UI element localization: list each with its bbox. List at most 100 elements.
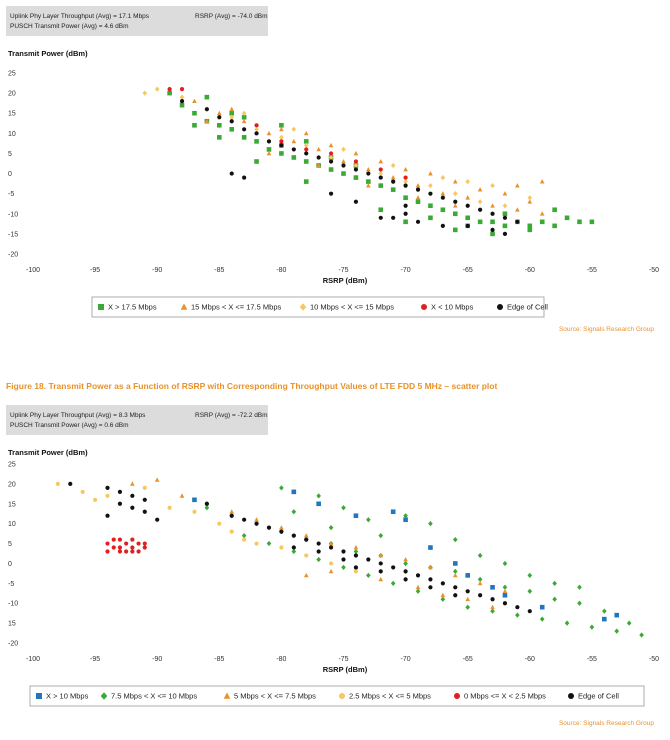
x-tick-label: -50 — [649, 267, 659, 274]
data-point — [303, 533, 309, 538]
data-point — [111, 545, 116, 550]
series-1 — [167, 90, 595, 237]
data-point — [490, 211, 495, 216]
y-tick-label: 15 — [8, 501, 16, 508]
data-point — [291, 126, 297, 132]
data-point — [577, 219, 582, 225]
data-point — [316, 556, 321, 563]
data-point — [453, 585, 458, 590]
data-point — [490, 231, 495, 237]
data-point — [440, 581, 445, 586]
data-point — [428, 171, 433, 176]
data-point — [279, 143, 284, 148]
data-point — [477, 580, 483, 586]
data-point — [477, 219, 483, 225]
data-point — [378, 175, 383, 180]
data-point — [527, 223, 533, 229]
data-point — [192, 497, 197, 503]
data-point — [527, 609, 532, 614]
data-point — [391, 215, 396, 220]
data-point — [452, 568, 458, 575]
chart-2: Uplink Phy Layer Throughput (Avg) = 8.3 … — [6, 405, 659, 727]
data-point — [552, 596, 557, 602]
data-point — [291, 548, 297, 555]
data-point — [254, 123, 259, 128]
y-tick-label: 25 — [8, 71, 16, 78]
data-point — [353, 548, 359, 555]
data-point — [515, 219, 520, 224]
data-point — [316, 146, 321, 152]
data-point — [105, 549, 110, 554]
data-point — [328, 142, 334, 148]
data-point — [490, 597, 495, 602]
data-point — [639, 632, 644, 638]
data-point — [279, 529, 284, 534]
data-point — [440, 223, 445, 228]
data-point — [440, 191, 446, 196]
legend-label: 10 Mbps < X <= 15 Mbps — [310, 303, 394, 312]
data-point — [577, 584, 582, 590]
data-point — [390, 175, 396, 180]
data-point — [390, 509, 396, 515]
data-point — [403, 569, 408, 574]
data-point — [502, 592, 508, 598]
data-point — [378, 207, 384, 213]
x-tick-label: -70 — [401, 267, 411, 274]
x-tick-label: -75 — [338, 267, 348, 274]
x-tick-label: -80 — [276, 656, 286, 663]
data-point — [527, 227, 533, 233]
data-point — [415, 588, 421, 594]
data-point — [130, 537, 135, 542]
data-point — [124, 549, 129, 554]
data-point — [291, 147, 296, 152]
data-point — [477, 187, 483, 192]
data-point — [353, 513, 359, 519]
data-point — [93, 497, 98, 502]
data-point — [428, 564, 433, 570]
data-point — [453, 199, 458, 204]
data-point — [192, 509, 197, 514]
data-point — [428, 577, 433, 582]
data-point — [589, 624, 595, 630]
data-point — [179, 94, 185, 100]
y-tick-label: 15 — [8, 621, 16, 628]
legend-label: Edge of Cell — [507, 303, 548, 312]
data-point — [303, 139, 309, 144]
data-point — [254, 131, 259, 136]
y-tick-label: 10 — [8, 131, 16, 138]
data-point — [279, 139, 284, 144]
series-3 — [130, 477, 508, 610]
y-tick-label: 5 — [8, 541, 12, 548]
legend-marker — [180, 303, 188, 310]
data-point — [490, 608, 495, 614]
y-tick-label: 15 — [8, 111, 16, 118]
data-point — [390, 580, 396, 586]
data-point — [117, 545, 123, 550]
data-point — [130, 549, 135, 554]
data-point — [378, 158, 384, 164]
x-tick-label: -65 — [463, 267, 473, 274]
data-point — [403, 211, 408, 216]
data-point — [328, 525, 334, 531]
data-point — [415, 219, 421, 224]
data-point — [428, 191, 433, 196]
data-point — [341, 557, 346, 562]
legend-marker — [497, 304, 503, 310]
data-point — [328, 159, 334, 164]
data-point — [241, 114, 247, 120]
data-point — [391, 565, 396, 570]
y-tick-label: -5 — [8, 191, 14, 198]
data-point — [403, 183, 408, 188]
data-point — [366, 171, 371, 176]
chart-2-x-axis-title: RSRP (dBm) — [323, 665, 368, 674]
data-point — [204, 501, 209, 506]
data-point — [130, 545, 135, 550]
data-point — [341, 171, 346, 176]
data-point — [452, 191, 458, 197]
legend-marker — [299, 303, 307, 311]
data-point — [564, 215, 570, 221]
data-point — [328, 561, 334, 566]
data-point — [303, 130, 309, 136]
data-point — [465, 178, 471, 185]
